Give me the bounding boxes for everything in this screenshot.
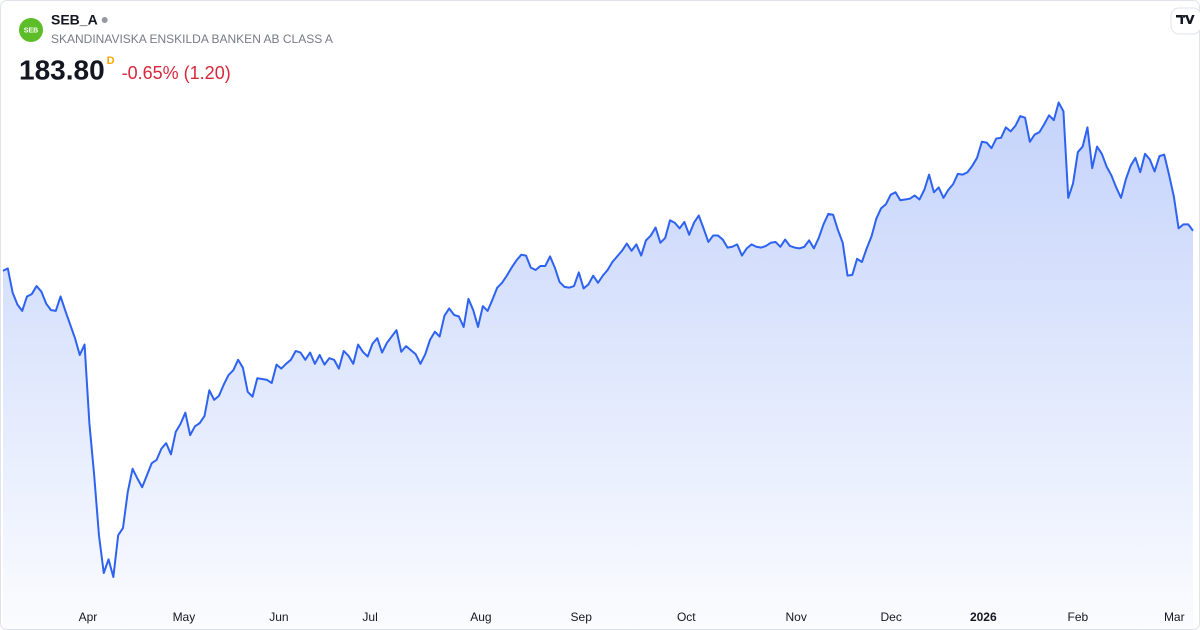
x-tick-label: Feb — [1067, 610, 1088, 624]
area-fill — [3, 102, 1193, 630]
x-tick-label: Sep — [571, 610, 593, 624]
logo-badge — [19, 18, 43, 42]
x-tick-label: Apr — [79, 610, 98, 624]
x-tick-label: Mar — [1164, 610, 1185, 624]
header: SEB SEB_A SKANDINAVISKA ENSKILDA BANKEN … — [19, 12, 333, 85]
plot-area — [2, 101, 1194, 630]
status-dot — [101, 17, 108, 23]
x-tick-label: Jul — [362, 610, 377, 624]
x-tick-label: 2026 — [970, 610, 997, 624]
x-tick-label: May — [173, 610, 196, 624]
price-line — [2, 101, 1194, 578]
x-tick-label: Nov — [786, 610, 807, 624]
x-tick-label: Jun — [269, 610, 288, 624]
price: 183.80 — [19, 54, 105, 85]
price-change: -0.65% (1.20) — [122, 63, 231, 83]
brand-logo — [1170, 7, 1200, 35]
x-tick-label: Aug — [470, 610, 491, 624]
company-name: SKANDINAVISKA ENSKILDA BANKEN AB CLASS A — [51, 32, 333, 46]
x-tick-label: Dec — [881, 610, 902, 624]
logo-text: SEB — [24, 27, 38, 34]
x-axis: Apr May Jun Jul Aug Sep Oct Nov Dec 2026 Feb Mar — [79, 610, 1185, 624]
x-tick-label: Oct — [677, 610, 696, 624]
ticker: SEB_A — [51, 12, 98, 28]
price-flag: D — [107, 55, 115, 67]
